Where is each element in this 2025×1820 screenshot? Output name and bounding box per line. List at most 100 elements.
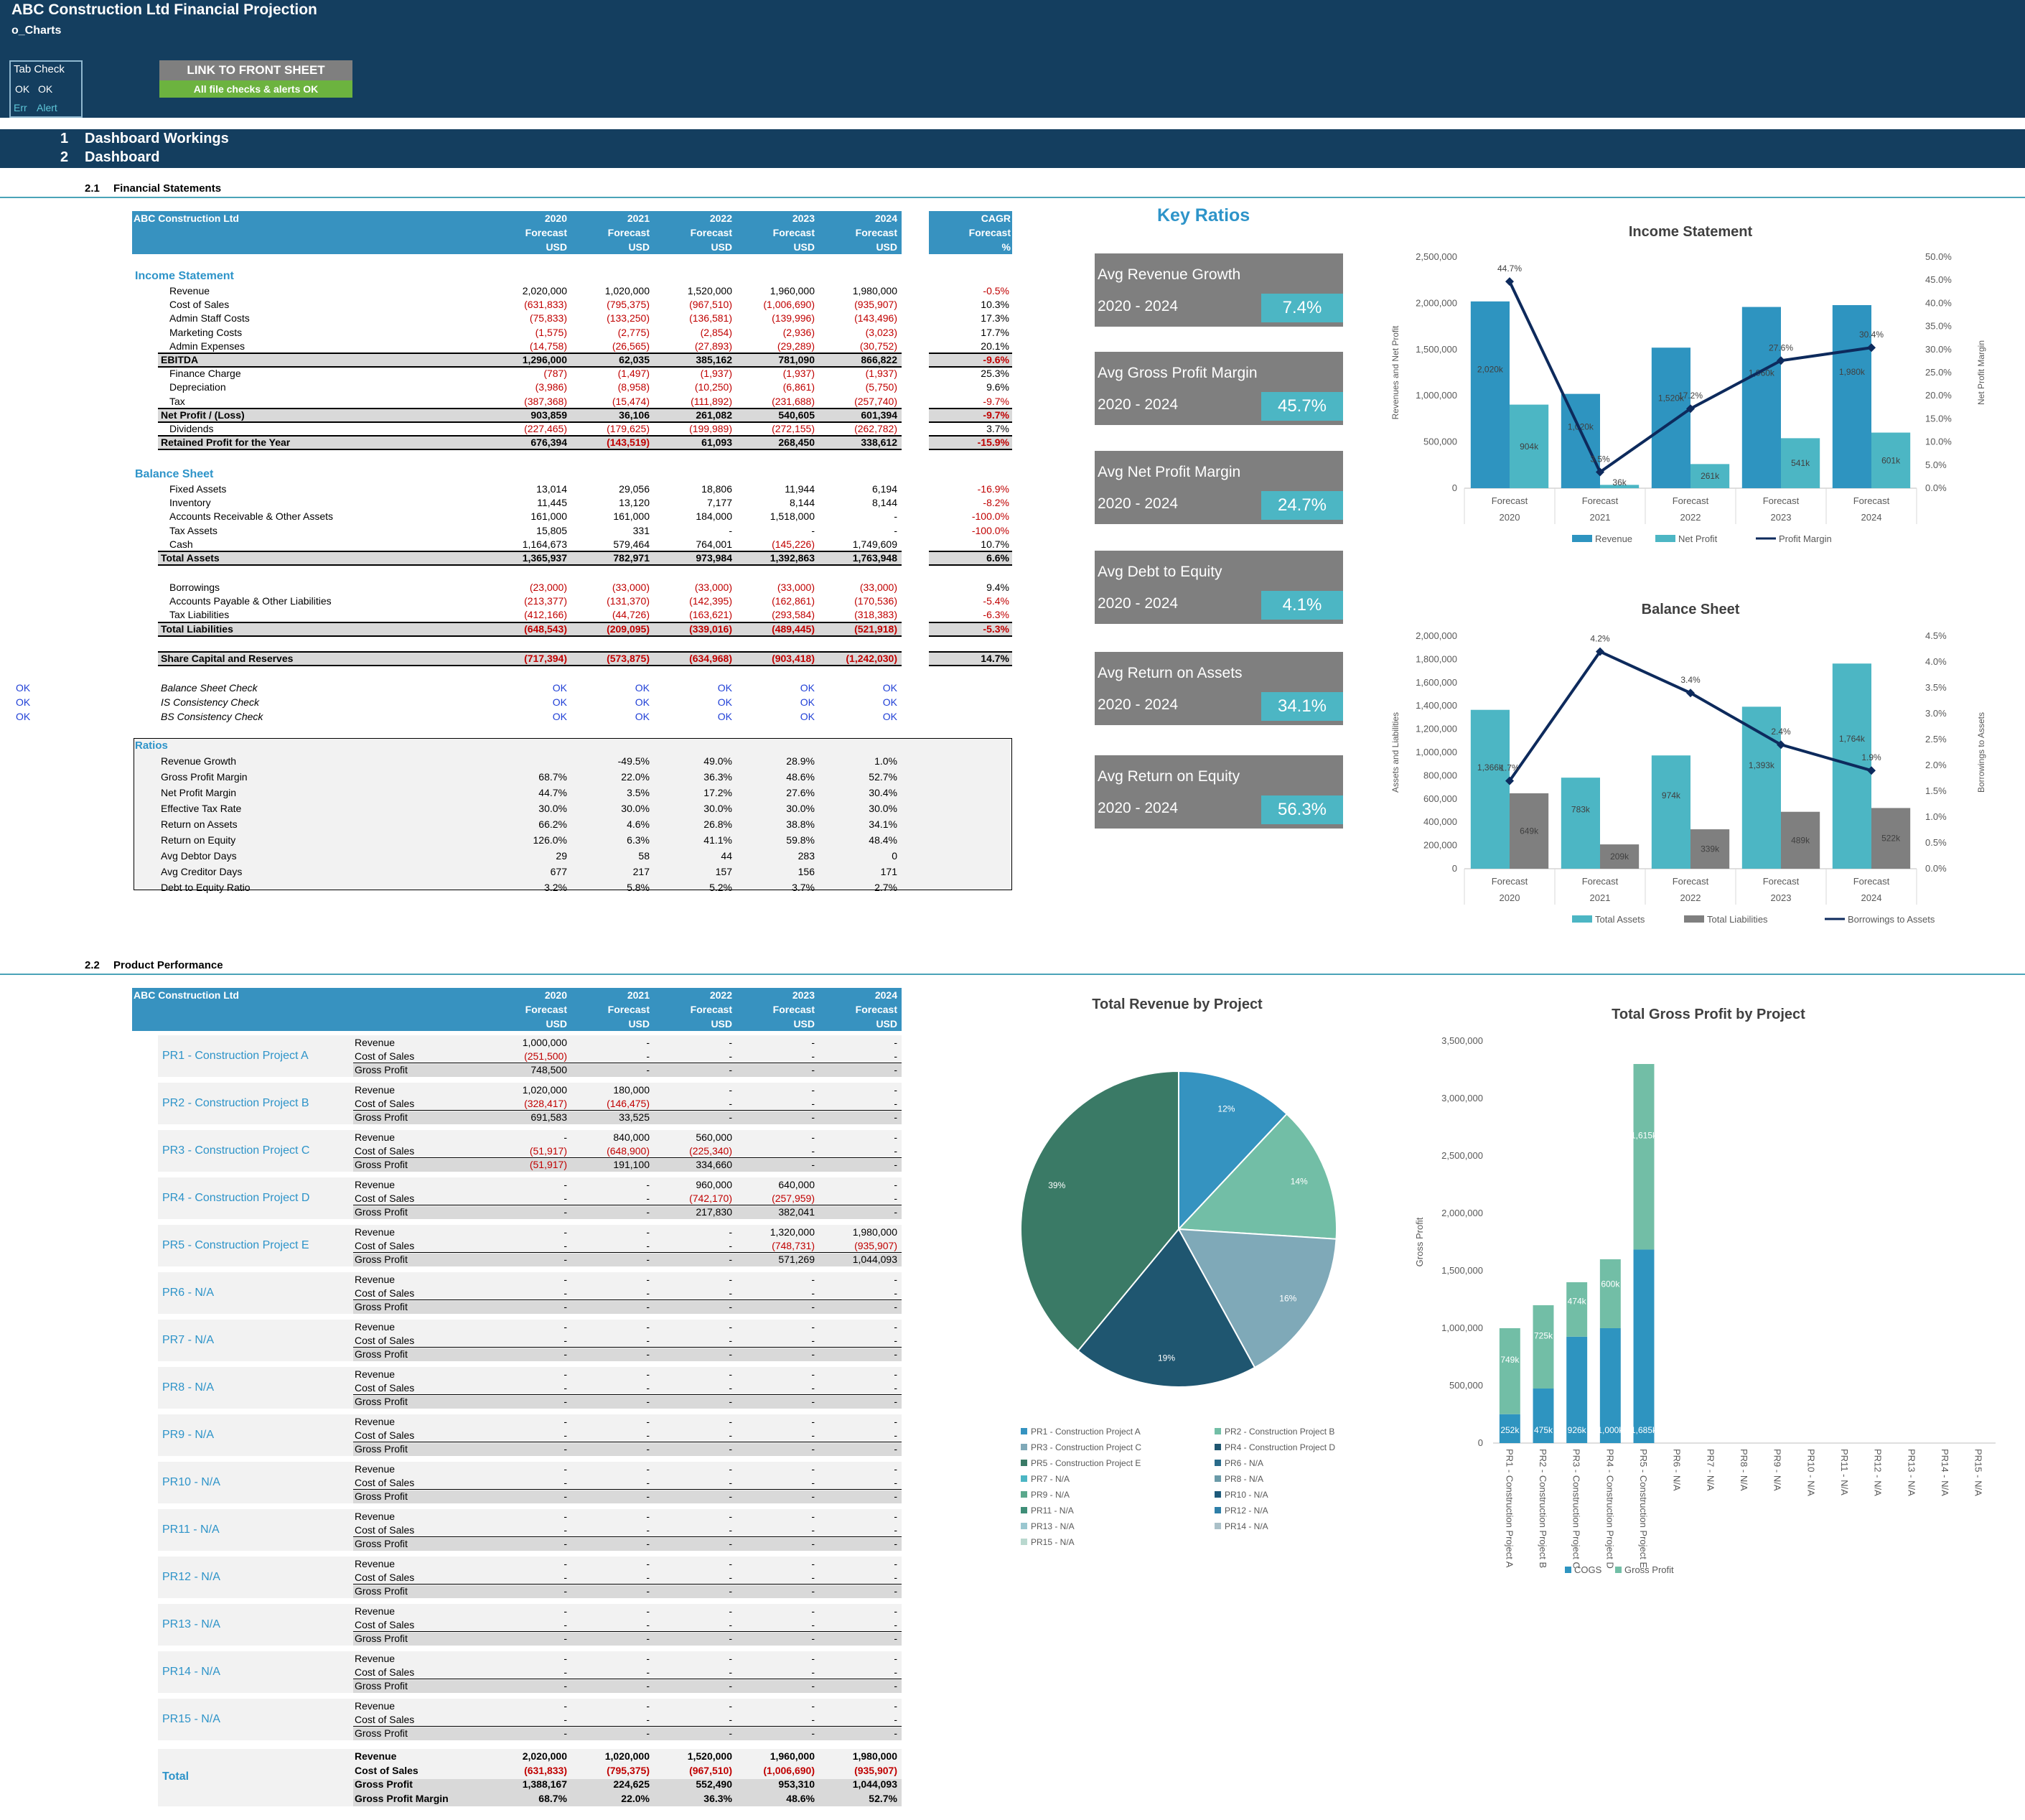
legend-swatch [1215,1444,1221,1450]
ratios-box [134,738,1012,890]
product-line-value: - [563,1335,567,1347]
link-to-front-sheet-button[interactable]: LINK TO FRONT SHEET [159,60,352,80]
y2-tick-label: 0.5% [1925,837,1947,848]
product-line-label: Revenue [355,1511,396,1522]
row-cagr: -16.9% [977,483,1009,495]
product-line-value: - [646,1050,650,1063]
product-line-value: - [563,1700,567,1712]
row-cagr: 6.6% [986,552,1009,564]
x-tick-year: 2023 [1771,892,1792,903]
product-line-label: Gross Profit [355,1396,408,1408]
product-line-label: Gross Profit [355,1159,408,1171]
line-data-label: 17.2% [1678,391,1703,401]
product-line-value: - [894,1490,897,1503]
product-line-value: - [563,1477,567,1489]
product-line-value: - [894,1287,897,1299]
total-line-label: Gross Profit Margin [355,1792,449,1804]
row-value: (387,368) [524,395,567,407]
product-line-value: (748,731) [772,1240,815,1252]
product-line-label: Cost of Sales [355,1335,415,1347]
row-value: 676,394 [530,437,567,449]
total-row-border [929,635,1012,637]
product-line-value: - [811,1396,815,1408]
product-name: PR9 - N/A [162,1429,215,1441]
ratio-value: 3.5% [627,787,650,798]
product-line-value: - [563,1572,567,1584]
y2-tick-label: 2.0% [1925,760,1947,770]
total-row-border [158,353,902,354]
row-cagr: -15.9% [977,437,1009,449]
legend-label: PR15 - N/A [1031,1537,1075,1547]
x-tick-label: Forecast 2023 [1763,495,1800,523]
year-header: 2023 [792,989,815,1001]
tab-check-ok-2: OK [38,83,53,95]
total-row-border [158,407,902,409]
product-line-value: - [563,1463,567,1475]
product-line-value: - [646,1666,650,1679]
product-line-label: Revenue [355,1321,396,1333]
year-header: 2022 [709,989,732,1001]
total-line-value: 1,044,093 [852,1778,897,1790]
legend-swatch [1572,915,1592,923]
section-2-bar[interactable]: 2 Dashboard [0,148,2025,168]
product-line-value: - [729,1348,732,1361]
product-line-value: - [646,1301,650,1313]
pie-slice [1178,1070,1289,1231]
gross-profit-highlight [353,1254,902,1266]
product-line-value: - [894,1653,897,1664]
key-ratio-card: Avg Return on Equity 2020 - 2024 56.3% [1095,755,1343,829]
product-line-value: - [563,1301,567,1313]
y-tick-label: 1,400,000 [1416,700,1457,711]
total-line-label: Gross Profit [355,1778,413,1790]
row-value: (6,861) [782,381,815,393]
total-row-highlight [158,622,902,636]
row-value: - [894,510,897,523]
total-line-value: 52.7% [869,1792,897,1804]
total-line-value: (935,907) [854,1764,897,1776]
forecast-header: Forecast [607,1004,650,1015]
key-ratio-label: Avg Return on Assets [1098,665,1243,681]
bar-total-liabilities [1871,808,1911,869]
product-line-label: Cost of Sales [355,1193,415,1205]
ratio-value: 4.6% [627,818,650,830]
legend-swatch [1021,1428,1027,1434]
product-line-value: 180,000 [613,1084,650,1096]
row-value: (139,996) [772,312,815,325]
row-label: Admin Expenses [169,340,245,352]
x-tick-label: PR10 - N/A [1805,1449,1816,1496]
bar-net-profit [1600,485,1640,488]
y2-tick-label: 4.5% [1925,630,1947,641]
gross-profit-highlight [353,1727,902,1740]
product-line-value: - [894,1084,897,1096]
legend-label: PR13 - N/A [1031,1521,1075,1531]
line-data-label: 1.7% [1500,763,1520,773]
product-name: PR11 - N/A [162,1523,220,1536]
legend-label: Net Profit [1678,533,1718,544]
product-line-value: (648,900) [607,1145,650,1157]
product-line-value: - [811,1653,815,1664]
bar-net-profit [1510,404,1549,488]
product-line-value: - [894,1098,897,1110]
row-value: 62,035 [619,354,650,365]
gross-profit-highlight [353,1538,902,1551]
product-line-value: - [646,1727,650,1740]
product-line-label: Gross Profit [355,1680,408,1692]
product-line-value: - [894,1131,897,1143]
y-tick-label: 500,000 [1423,437,1457,447]
section-1-bar[interactable]: 1 Dashboard Workings [0,129,2025,148]
product-line-value: 571,269 [778,1254,815,1266]
ratio-value: 29 [556,850,567,862]
ratio-value: 126.0% [533,834,567,846]
row-value: (142,395) [689,595,732,607]
key-ratio-card: Avg Gross Profit Margin 2020 - 2024 45.7% [1095,352,1343,425]
row-value: (213,377) [524,595,567,607]
pie-slice [1177,1228,1337,1369]
product-name: PR3 - Construction Project C [162,1144,310,1157]
legend-label: PR4 - Construction Project D [1225,1442,1335,1452]
product-line-value: - [894,1572,897,1584]
total-line-value: 552,490 [696,1778,732,1790]
ratio-value: 58 [638,850,650,862]
row-value: 184,000 [696,510,732,523]
row-value: 1,020,000 [604,285,650,297]
row-value: 261,082 [696,409,732,421]
